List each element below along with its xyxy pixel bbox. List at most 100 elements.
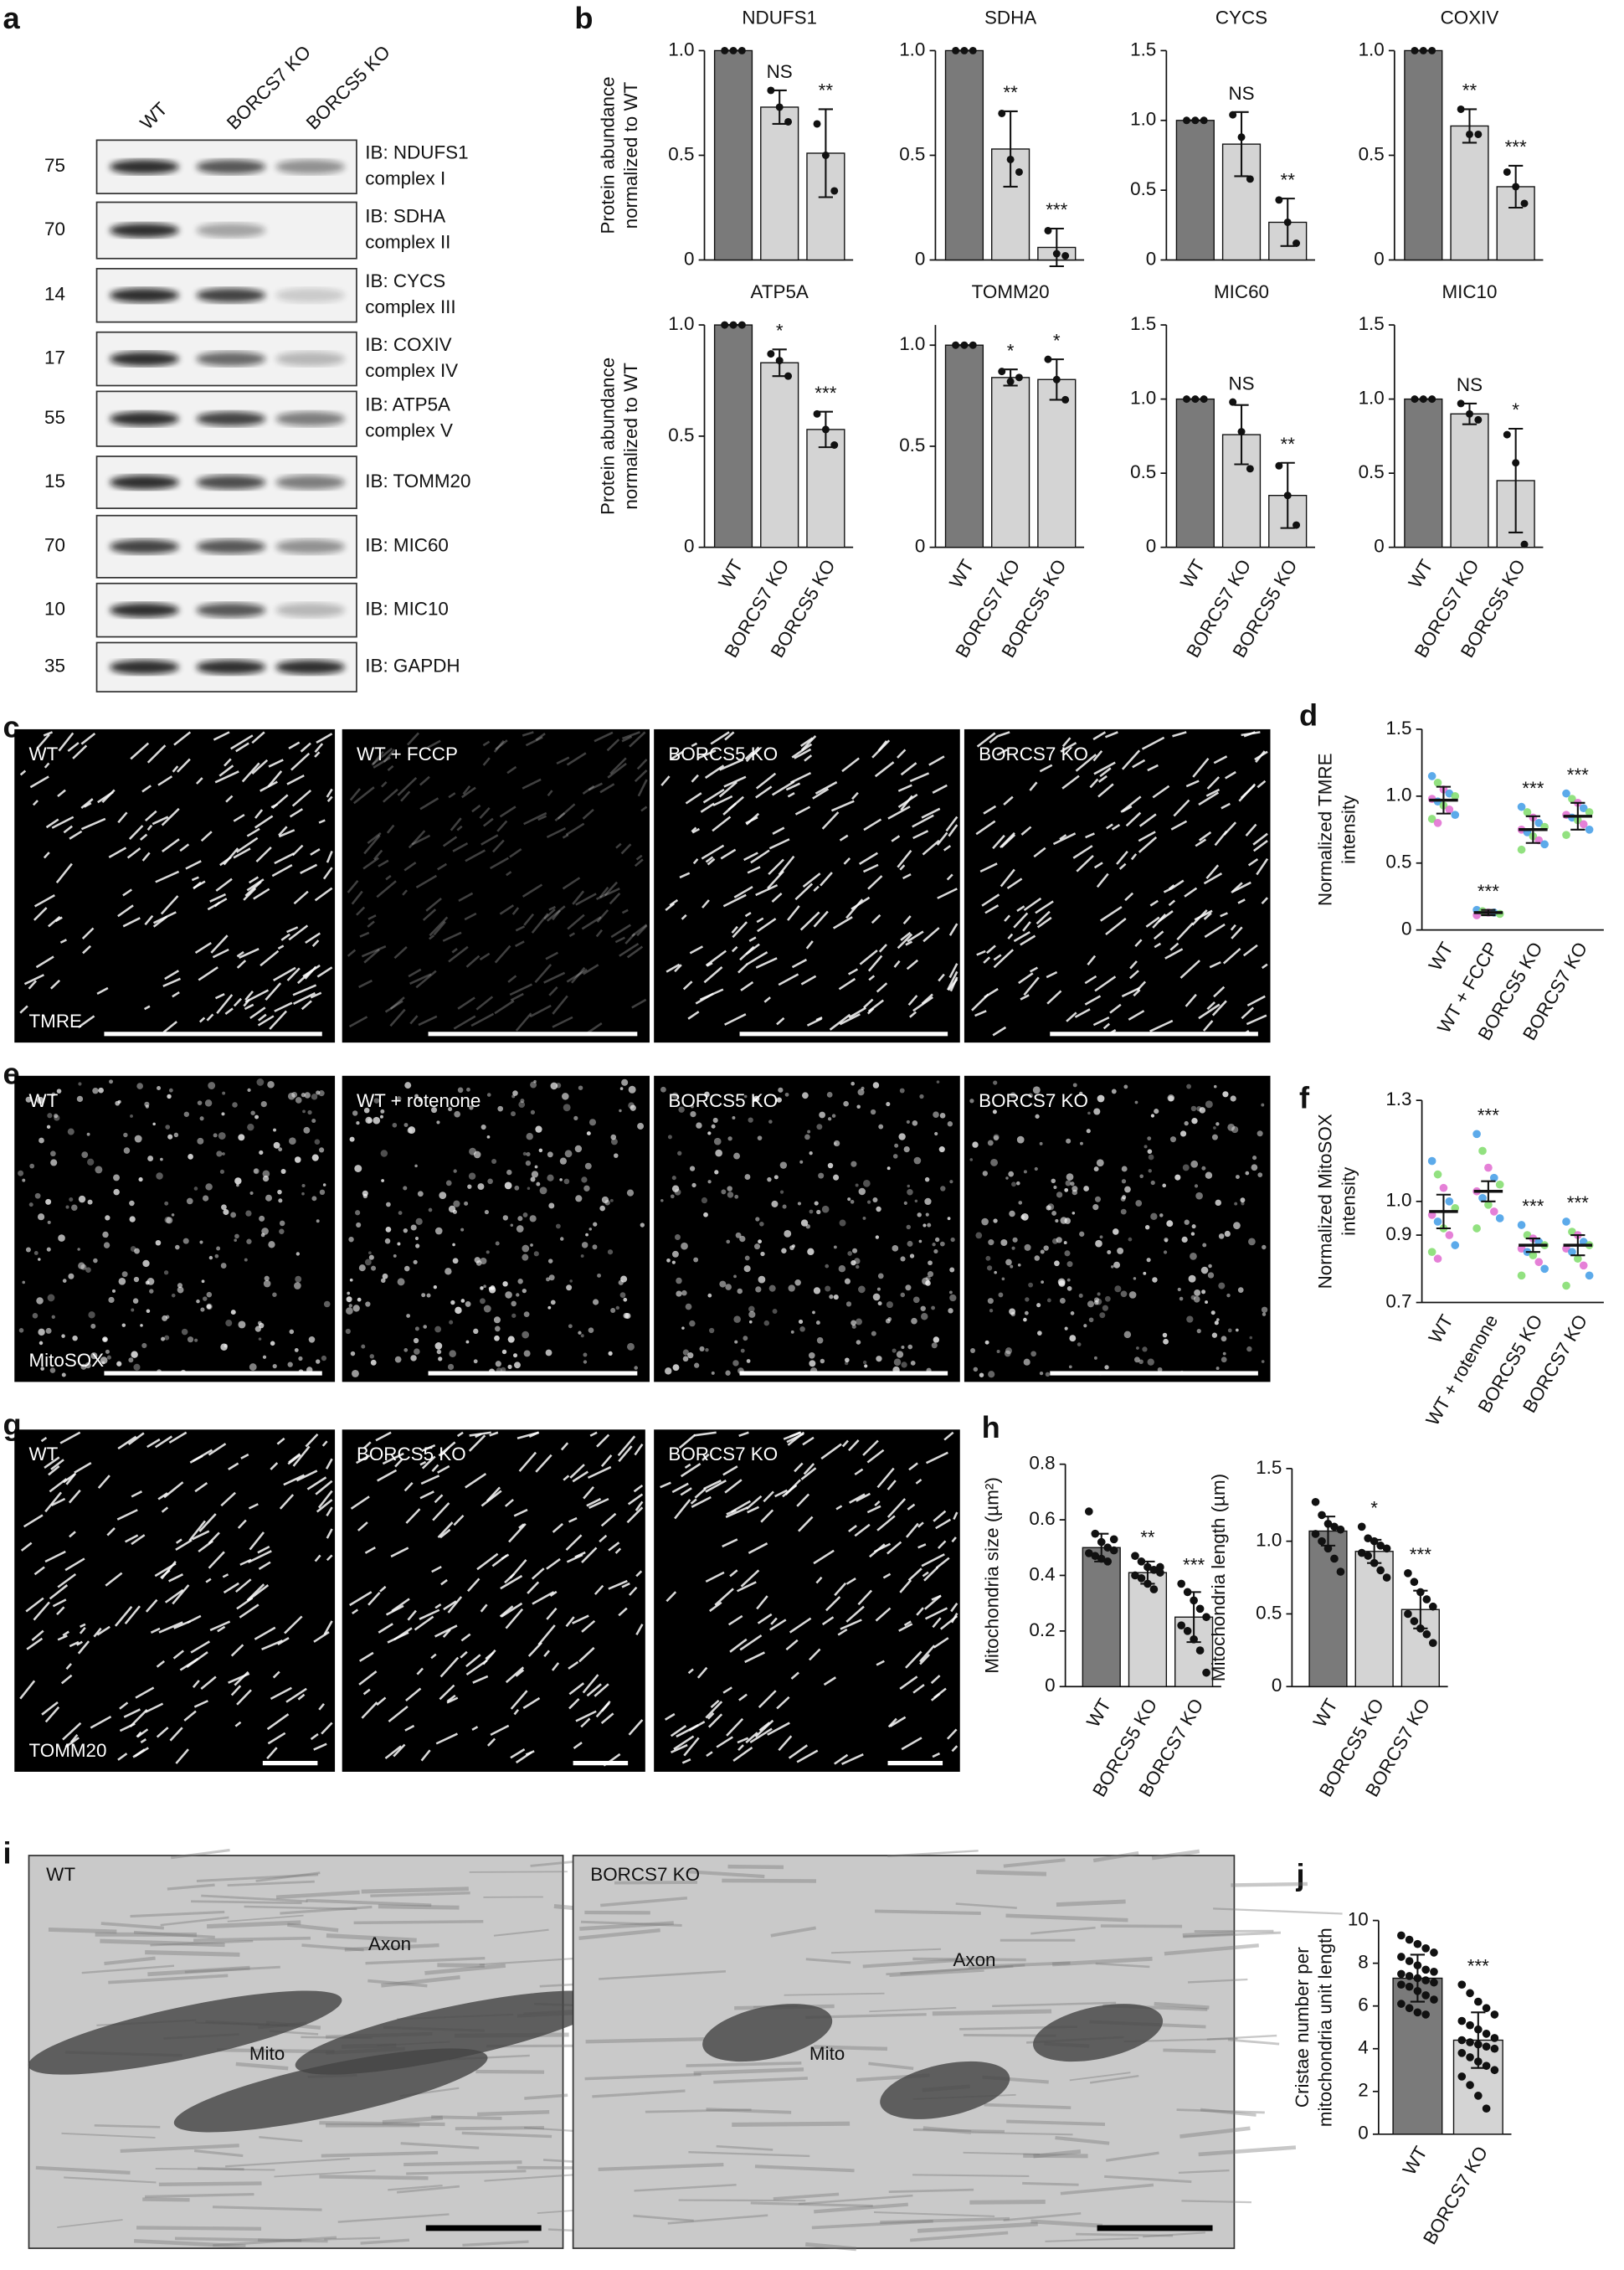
y-tick-label: 0: [1401, 919, 1411, 939]
texture: [682, 981, 693, 991]
panel-label: h: [982, 1410, 1000, 1444]
y-tick-label: 1.0: [668, 313, 694, 334]
texture: [679, 872, 691, 879]
texture: [445, 1180, 452, 1186]
texture: [1186, 1315, 1194, 1323]
texture: [273, 1141, 280, 1149]
texture: [707, 1713, 723, 1728]
texture: [322, 1183, 326, 1186]
texture: [635, 1570, 643, 1578]
texture: [350, 1351, 356, 1356]
texture: [1059, 1297, 1066, 1304]
texture: [889, 1969, 984, 1978]
image-label: BORCS5 KO: [668, 1090, 778, 1111]
texture: [480, 1298, 486, 1305]
texture: [1150, 1212, 1158, 1220]
texture: [419, 797, 439, 811]
texture: [667, 2214, 768, 2225]
texture: [415, 874, 438, 889]
texture: [1240, 1197, 1246, 1203]
texture: [907, 1240, 913, 1247]
data-point: [1457, 2049, 1467, 2057]
texture: [69, 830, 83, 840]
texture: [1007, 933, 1014, 940]
texture: [530, 1243, 533, 1247]
texture: [376, 880, 397, 898]
texture: [267, 1732, 286, 1745]
blot-label: IB: CYCS: [365, 270, 445, 291]
texture: [863, 998, 874, 1009]
texture: [301, 1943, 364, 1952]
texture: [866, 1007, 875, 1015]
texture: [442, 1629, 451, 1638]
texture: [848, 968, 859, 975]
texture: [845, 1605, 865, 1623]
lane-label: BORCS5 KO: [302, 41, 394, 133]
texture: [117, 1099, 121, 1104]
texture: [636, 759, 648, 770]
texture: [456, 825, 463, 831]
data-point: [1195, 1604, 1205, 1614]
texture: [601, 1196, 609, 1204]
texture: [326, 1528, 333, 1539]
texture: [951, 1536, 957, 1543]
texture: [375, 1431, 392, 1442]
texture: [832, 916, 853, 929]
texture: [1128, 1291, 1137, 1299]
texture: [1130, 853, 1138, 861]
texture: [682, 1356, 689, 1362]
texture: [791, 743, 813, 759]
texture: [915, 1478, 922, 1485]
texture: [989, 734, 1000, 744]
texture: [1201, 1289, 1206, 1295]
texture: [726, 1239, 731, 1244]
texture: [509, 847, 522, 858]
texture: [885, 1318, 891, 1324]
texture: [1003, 795, 1014, 806]
texture: [887, 1850, 979, 1857]
texture: [302, 1109, 306, 1114]
texture: [1198, 1003, 1221, 1020]
texture: [221, 1204, 227, 1211]
texture: [747, 1506, 760, 1514]
texture: [845, 1301, 852, 1307]
texture: [1136, 1346, 1139, 1350]
texture: [158, 2181, 262, 2187]
blot-label: IB: NDUFS1: [365, 142, 468, 163]
texture: [358, 1264, 366, 1272]
texture: [452, 1258, 459, 1264]
texture: [157, 1492, 168, 1500]
bar: [713, 49, 753, 261]
texture: [194, 941, 212, 955]
texture: [771, 892, 783, 903]
texture: [119, 1701, 129, 1710]
texture: [205, 1578, 212, 1583]
texture: [1102, 1022, 1111, 1030]
texture: [193, 1936, 311, 1943]
texture: [1209, 960, 1221, 969]
texture: [1055, 2135, 1110, 2145]
texture: [768, 838, 790, 850]
texture: [862, 863, 879, 873]
data-point: [1318, 1511, 1326, 1520]
texture: [1205, 788, 1221, 797]
texture: [193, 1186, 198, 1191]
texture: [362, 1193, 368, 1199]
texture: [726, 1717, 744, 1737]
image-label: BORCS7 KO: [979, 744, 1088, 764]
texture: [1136, 981, 1147, 991]
texture: [254, 815, 274, 829]
texture: [364, 1259, 372, 1266]
texture: [254, 809, 264, 819]
image-label: BORCS7 KO: [668, 1444, 778, 1464]
image-bg: [14, 1075, 336, 1382]
texture: [1172, 731, 1187, 738]
texture: [78, 1262, 85, 1269]
texture: [671, 1176, 676, 1181]
texture: [733, 1274, 737, 1279]
texture: [931, 1342, 938, 1349]
data-point: [1579, 820, 1588, 829]
texture: [672, 1364, 680, 1372]
error-bar: [1186, 1591, 1201, 1644]
texture: [147, 1156, 154, 1162]
